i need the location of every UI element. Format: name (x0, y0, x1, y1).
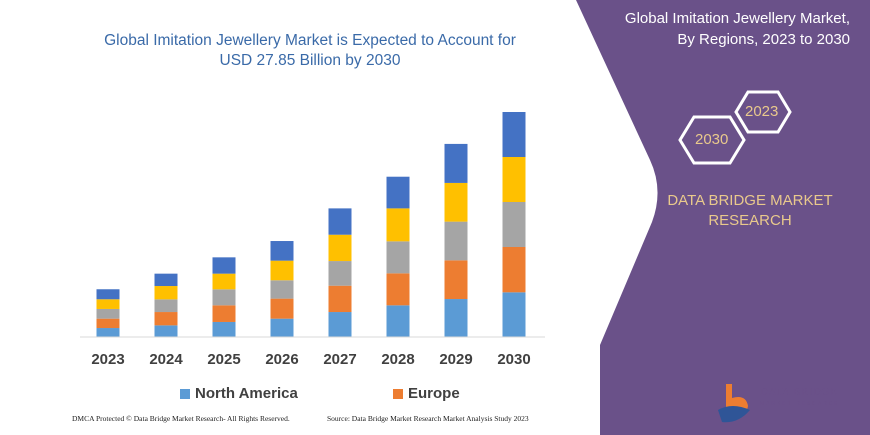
bar-segment-2029-series-2 (444, 221, 468, 261)
bar-segment-2024-series-2 (154, 299, 178, 313)
bar-segment-2028-series-4 (386, 176, 410, 209)
bar-segment-2028-series-0 (386, 305, 410, 337)
logo-subtext: MARKET RESEARCH (760, 401, 840, 407)
panel-title-line1: Global Imitation Jewellery Market, (624, 10, 850, 27)
footer-source: Source: Data Bridge Market Research Mark… (327, 414, 529, 423)
bar-segment-2026-series-1 (270, 298, 294, 319)
hex-label-2023: 2023 (745, 103, 779, 120)
legend-item-europe: Europe (393, 385, 460, 402)
hexagon-2023 (734, 90, 792, 134)
footer-copyright: DMCA Protected © Data Bridge Market Rese… (72, 414, 290, 423)
bar-segment-2023-series-3 (96, 299, 120, 309)
x-tick-label: 2026 (265, 351, 298, 368)
bar-segment-2029-series-0 (444, 299, 468, 337)
stacked-bar-chart: 2023 2024 2025 2026 2027 2028 2029 2030 (80, 112, 545, 368)
logo-text: DATA BRIDGE (760, 386, 838, 398)
bar-segment-2029-series-3 (444, 182, 468, 222)
data-bridge-logo-icon (718, 384, 750, 423)
legend-swatch-europe (393, 388, 403, 399)
panel-title: Global Imitation Jewellery Market, By Re… (625, 8, 850, 50)
bar-segment-2028-series-1 (386, 273, 410, 306)
bar-segment-2026-series-3 (270, 260, 294, 281)
bar-segment-2023-series-4 (96, 289, 120, 300)
chart-title-line2: USD 27.85 Billion by 2030 (219, 52, 401, 69)
bar-segment-2025-series-3 (212, 273, 236, 290)
bar-segment-2025-series-4 (212, 257, 236, 274)
x-tick-label: 2029 (439, 351, 472, 368)
bar-segment-2030-series-1 (502, 247, 526, 293)
bar-segment-2023-series-0 (96, 328, 120, 337)
bar-segment-2030-series-4 (502, 112, 526, 157)
bar-segment-2030-series-0 (502, 292, 526, 337)
brand-line1: DATA BRIDGE MARKET (667, 192, 833, 209)
bar-segment-2026-series-2 (270, 280, 294, 299)
legend-swatch-north-america (180, 388, 190, 399)
brand-text: DATA BRIDGE MARKET RESEARCH (660, 191, 840, 231)
chart-title-line1: Global Imitation Jewellery Market is Exp… (104, 32, 516, 49)
bar-segment-2027-series-1 (328, 285, 352, 313)
bar-segment-2024-series-3 (154, 286, 178, 300)
x-tick-label: 2030 (497, 351, 530, 368)
x-tick-label: 2023 (91, 351, 124, 368)
legend-item-north-america: North America (180, 385, 298, 402)
x-tick-label: 2028 (381, 351, 414, 368)
x-tick-label: 2025 (207, 351, 240, 368)
x-tick-label: 2027 (323, 351, 356, 368)
legend-label-europe: Europe (408, 385, 460, 402)
bar-segment-2027-series-2 (328, 261, 352, 286)
bar-segment-2028-series-3 (386, 208, 410, 242)
bar-segment-2030-series-2 (502, 202, 526, 247)
bar-segment-2023-series-1 (96, 318, 120, 329)
bar-segment-2024-series-4 (154, 273, 178, 287)
bar-segment-2024-series-1 (154, 312, 178, 326)
bar-segment-2029-series-4 (444, 143, 468, 183)
bar-segment-2028-series-2 (386, 241, 410, 274)
legend-label-north-america: North America (195, 385, 298, 402)
brand-line2: RESEARCH (708, 212, 792, 229)
hex-label-2030: 2030 (695, 131, 729, 148)
bar-segment-2023-series-2 (96, 308, 120, 319)
x-tick-label: 2024 (149, 351, 183, 368)
hexagon-2030 (678, 115, 746, 165)
bar-segment-2027-series-4 (328, 208, 352, 235)
chart-title: Global Imitation Jewellery Market is Exp… (60, 31, 560, 71)
bar-segment-2030-series-3 (502, 157, 526, 202)
bar-segment-2029-series-1 (444, 260, 468, 300)
bar-segment-2025-series-0 (212, 321, 236, 337)
bar-segment-2026-series-4 (270, 241, 294, 261)
bar-segment-2026-series-0 (270, 318, 294, 337)
bar-segment-2024-series-0 (154, 325, 178, 337)
bar-segment-2027-series-3 (328, 234, 352, 262)
panel-title-line2: By Regions, 2023 to 2030 (677, 31, 850, 48)
bar-segment-2025-series-1 (212, 305, 236, 322)
bar-segment-2025-series-2 (212, 289, 236, 306)
bar-segment-2027-series-0 (328, 312, 352, 337)
